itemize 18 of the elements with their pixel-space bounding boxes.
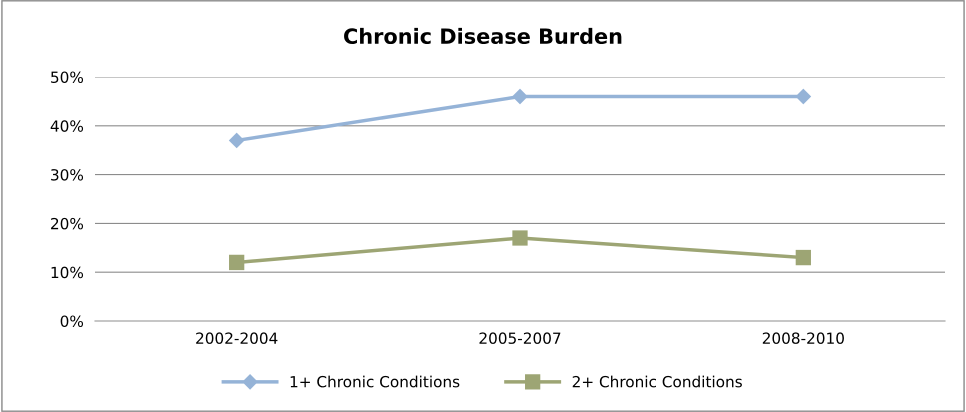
x-tick-label: 2002-2004 [196,332,278,344]
point [512,230,528,246]
x-tick-label: 2008-2010 [762,332,844,344]
y-tick-label: 40% [50,120,84,132]
y-tick-label: 0% [60,315,84,328]
point [229,254,244,270]
chart-title: Chronic Disease Burden [344,28,622,44]
y-tick-label: 30% [51,169,84,181]
legend-label: 1+ Chronic Conditions [290,376,460,388]
point [512,88,528,104]
legend-label: 2+ Chronic Conditions [572,376,742,388]
y-tick-label: 10% [52,266,84,278]
point [796,250,811,266]
point [229,132,244,148]
x-tick-label: 2005-2007 [479,332,560,344]
y-tick-label: 50% [51,71,84,84]
point [796,88,811,104]
y-tick-label: 20% [51,218,84,230]
